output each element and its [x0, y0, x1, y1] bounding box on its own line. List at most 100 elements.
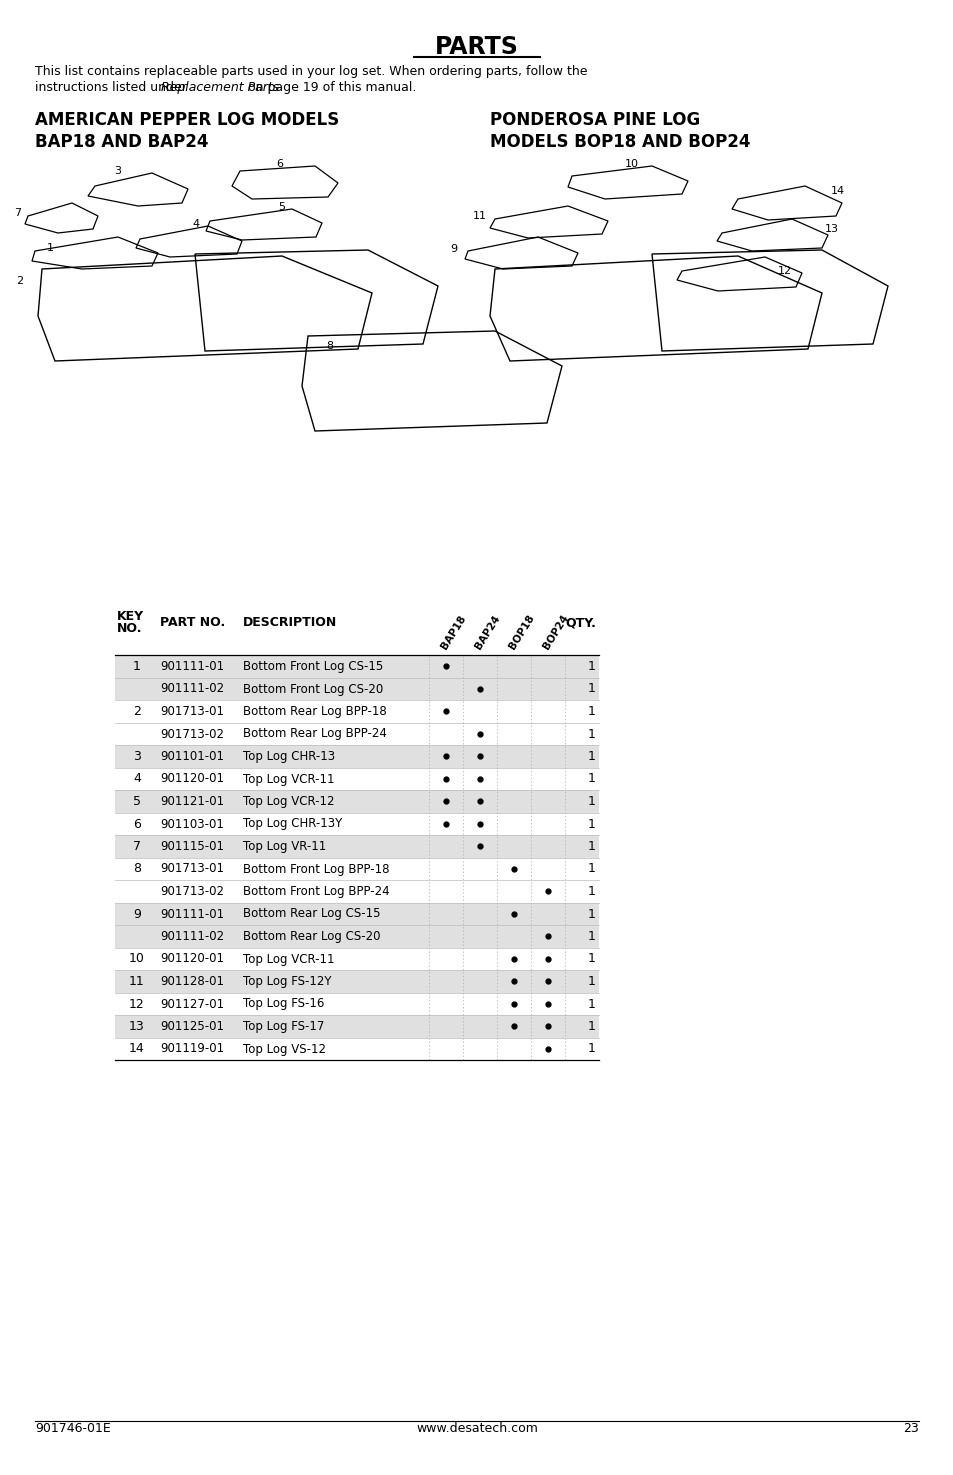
Text: BOP24: BOP24 — [541, 612, 570, 650]
Text: 7: 7 — [14, 208, 22, 218]
Text: Bottom Rear Log BPP-24: Bottom Rear Log BPP-24 — [243, 727, 387, 740]
Text: BAP18: BAP18 — [439, 614, 468, 650]
Bar — [115, 1015, 598, 1037]
Text: 6: 6 — [276, 159, 283, 170]
Text: Top Log VCR-11: Top Log VCR-11 — [243, 773, 335, 786]
Text: 11: 11 — [129, 975, 145, 988]
Text: 1: 1 — [587, 931, 596, 943]
Text: Bottom Rear Log CS-15: Bottom Rear Log CS-15 — [243, 907, 380, 920]
Text: 1: 1 — [587, 773, 596, 786]
Bar — [115, 655, 598, 677]
Text: 2: 2 — [132, 705, 141, 718]
Text: 10: 10 — [624, 159, 639, 170]
Text: 12: 12 — [129, 997, 145, 1010]
Text: 4: 4 — [193, 218, 199, 229]
Text: Bottom Front Log CS-20: Bottom Front Log CS-20 — [243, 683, 383, 696]
Text: 901713-01: 901713-01 — [160, 705, 224, 718]
Text: 8: 8 — [132, 863, 141, 876]
Text: BAP18 AND BAP24: BAP18 AND BAP24 — [35, 133, 209, 150]
Text: 1: 1 — [587, 997, 596, 1010]
Text: 901120-01: 901120-01 — [160, 773, 224, 786]
Text: 2: 2 — [16, 276, 24, 286]
Text: 1: 1 — [132, 659, 141, 673]
Text: 901120-01: 901120-01 — [160, 953, 224, 966]
Text: 1: 1 — [587, 863, 596, 876]
Bar — [115, 925, 598, 947]
Text: 901746-01E: 901746-01E — [35, 1422, 111, 1435]
Text: BOP18: BOP18 — [507, 612, 536, 650]
Text: NO.: NO. — [117, 622, 142, 636]
Text: 5: 5 — [132, 795, 141, 808]
Text: 901111-01: 901111-01 — [160, 907, 224, 920]
Text: 901713-02: 901713-02 — [160, 885, 224, 898]
Bar — [115, 745, 598, 767]
Text: 901111-02: 901111-02 — [160, 683, 224, 696]
Text: 901115-01: 901115-01 — [160, 839, 224, 853]
Text: Top Log CHR-13: Top Log CHR-13 — [243, 749, 335, 763]
Text: 901713-02: 901713-02 — [160, 727, 224, 740]
Text: PONDEROSA PINE LOG: PONDEROSA PINE LOG — [490, 111, 700, 128]
Text: 901125-01: 901125-01 — [160, 1021, 224, 1032]
Text: 10: 10 — [129, 953, 145, 966]
Text: Top Log FS-12Y: Top Log FS-12Y — [243, 975, 331, 988]
Text: 5: 5 — [278, 202, 285, 212]
Text: 1: 1 — [587, 659, 596, 673]
Text: 1: 1 — [587, 953, 596, 966]
Text: 13: 13 — [129, 1021, 145, 1032]
Text: Bottom Rear Log BPP-18: Bottom Rear Log BPP-18 — [243, 705, 386, 718]
Text: 901101-01: 901101-01 — [160, 749, 224, 763]
Text: 1: 1 — [587, 817, 596, 830]
Text: 901128-01: 901128-01 — [160, 975, 224, 988]
Text: 901127-01: 901127-01 — [160, 997, 224, 1010]
Bar — [115, 835, 598, 857]
Text: 14: 14 — [129, 1043, 145, 1056]
Bar — [115, 791, 598, 813]
Text: 901111-02: 901111-02 — [160, 931, 224, 943]
Text: 1: 1 — [587, 839, 596, 853]
Text: 13: 13 — [824, 224, 838, 235]
Text: BAP24: BAP24 — [473, 614, 501, 650]
Text: on page 19 of this manual.: on page 19 of this manual. — [243, 81, 416, 94]
Text: 1: 1 — [587, 795, 596, 808]
Text: 901121-01: 901121-01 — [160, 795, 224, 808]
Text: Top Log FS-16: Top Log FS-16 — [243, 997, 324, 1010]
Text: PART NO.: PART NO. — [160, 617, 225, 628]
Bar — [115, 971, 598, 993]
Bar — [115, 677, 598, 701]
Text: 11: 11 — [473, 211, 486, 221]
Text: 1: 1 — [587, 885, 596, 898]
Text: DESCRIPTION: DESCRIPTION — [243, 617, 337, 628]
Text: 901111-01: 901111-01 — [160, 659, 224, 673]
Text: 12: 12 — [777, 266, 791, 276]
Text: 901103-01: 901103-01 — [160, 817, 224, 830]
Text: Replacement Parts: Replacement Parts — [161, 81, 279, 94]
Text: PARTS: PARTS — [435, 35, 518, 59]
Text: Top Log CHR-13Y: Top Log CHR-13Y — [243, 817, 342, 830]
Text: Bottom Front Log BPP-24: Bottom Front Log BPP-24 — [243, 885, 389, 898]
Text: 1: 1 — [587, 975, 596, 988]
Text: 1: 1 — [47, 243, 53, 254]
Text: This list contains replaceable parts used in your log set. When ordering parts, : This list contains replaceable parts use… — [35, 65, 587, 78]
Text: 9: 9 — [132, 907, 141, 920]
Text: MODELS BOP18 AND BOP24: MODELS BOP18 AND BOP24 — [490, 133, 750, 150]
Text: KEY: KEY — [117, 611, 144, 622]
Text: 3: 3 — [132, 749, 141, 763]
Text: 9: 9 — [450, 243, 457, 254]
Text: Top Log VR-11: Top Log VR-11 — [243, 839, 326, 853]
Text: 1: 1 — [587, 749, 596, 763]
Text: 1: 1 — [587, 683, 596, 696]
Text: Bottom Front Log CS-15: Bottom Front Log CS-15 — [243, 659, 383, 673]
Text: Bottom Front Log BPP-18: Bottom Front Log BPP-18 — [243, 863, 389, 876]
Text: Top Log VCR-11: Top Log VCR-11 — [243, 953, 335, 966]
Text: 901119-01: 901119-01 — [160, 1043, 224, 1056]
Text: 901713-01: 901713-01 — [160, 863, 224, 876]
Text: Top Log VCR-12: Top Log VCR-12 — [243, 795, 335, 808]
Text: 1: 1 — [587, 1043, 596, 1056]
Text: www.desatech.com: www.desatech.com — [416, 1422, 537, 1435]
Text: 14: 14 — [830, 186, 844, 196]
Text: Top Log FS-17: Top Log FS-17 — [243, 1021, 324, 1032]
Text: 1: 1 — [587, 907, 596, 920]
Text: 1: 1 — [587, 727, 596, 740]
Text: instructions listed under: instructions listed under — [35, 81, 191, 94]
Text: Bottom Rear Log CS-20: Bottom Rear Log CS-20 — [243, 931, 380, 943]
